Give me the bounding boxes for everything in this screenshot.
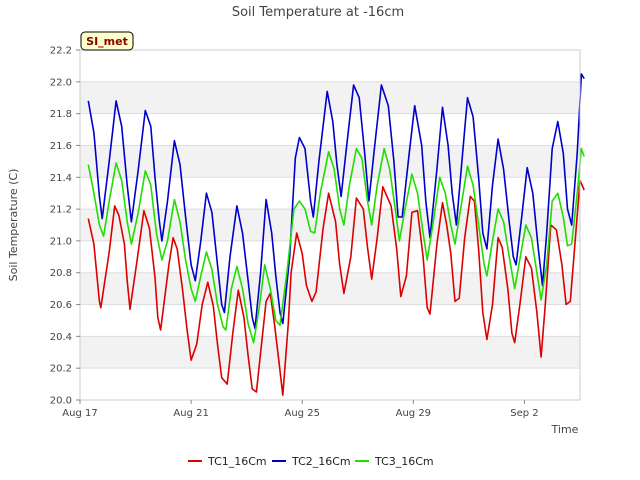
y-tick-label: 20.2 bbox=[50, 364, 72, 375]
site-badge-text: SI_met bbox=[86, 35, 128, 48]
series-line-TC2_16Cm bbox=[87, 73, 585, 330]
x-tick-label: Sep 2 bbox=[510, 408, 538, 419]
site-badge-box bbox=[80, 31, 134, 51]
legend: TC1_16Cm TC2_16Cm TC3_16Cm bbox=[188, 455, 434, 468]
plot-band bbox=[80, 272, 580, 305]
y-tick-label: 20.8 bbox=[50, 268, 72, 279]
y-tick-label: 20.0 bbox=[50, 396, 72, 407]
y-tick-label: 21.4 bbox=[50, 173, 72, 184]
site-badge: SI_met bbox=[80, 31, 134, 51]
legend-label: TC3_16Cm bbox=[374, 455, 434, 468]
y-axis-ticks: 20.0 20.2 20.4 20.6 20.8 21.0 21.2 21.4 21.6 21.8… bbox=[50, 46, 80, 407]
y-tick-label: 21.6 bbox=[50, 141, 72, 152]
x-axis-label: Time bbox=[551, 423, 579, 436]
y-tick-label: 20.6 bbox=[50, 300, 72, 311]
series-layer bbox=[87, 73, 585, 396]
x-tick-label: Aug 21 bbox=[173, 408, 208, 419]
legend-label: TC2_16Cm bbox=[291, 455, 351, 468]
plot-frame bbox=[79, 49, 581, 401]
y-tick-label: 22.0 bbox=[50, 77, 72, 88]
series-line-TC1_16Cm bbox=[87, 179, 585, 396]
axes bbox=[79, 49, 581, 401]
x-axis-ticks: Aug 17 Aug 21 Aug 25 Aug 29 Sep 2 bbox=[62, 400, 539, 419]
y-tick-label: 20.4 bbox=[50, 332, 72, 343]
x-tick-label: Aug 29 bbox=[396, 408, 431, 419]
x-tick-label: Aug 25 bbox=[285, 408, 320, 419]
legend-label: TC1_16Cm bbox=[207, 455, 267, 468]
series-line-TC3_16Cm bbox=[87, 147, 585, 344]
y-tick-label: 21.2 bbox=[50, 205, 72, 216]
y-tick-label: 21.0 bbox=[50, 236, 72, 247]
chart-title: Soil Temperature at -16cm bbox=[232, 5, 404, 20]
plot-band bbox=[80, 336, 580, 369]
x-tick-label: Aug 17 bbox=[62, 408, 97, 419]
y-tick-label: 22.2 bbox=[50, 46, 72, 57]
y-axis-label: Soil Temperature (C) bbox=[7, 169, 20, 282]
y-tick-label: 21.8 bbox=[50, 109, 72, 120]
